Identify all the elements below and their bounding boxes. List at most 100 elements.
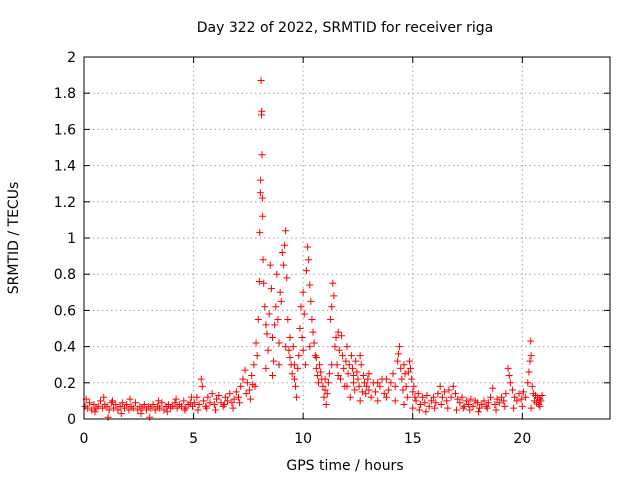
data-point (399, 386, 407, 394)
data-point (395, 350, 403, 358)
data-point (466, 406, 474, 414)
data-point (270, 357, 278, 365)
data-point (476, 404, 484, 412)
y-tick-label: 0.8 (54, 267, 76, 283)
data-point (358, 388, 366, 396)
data-point (232, 388, 240, 396)
data-point (524, 379, 532, 387)
data-point (536, 402, 544, 410)
data-point (493, 395, 501, 403)
data-point (239, 375, 247, 383)
data-point (432, 399, 440, 407)
data-point (348, 364, 356, 372)
data-point (193, 393, 201, 401)
data-point (298, 334, 306, 342)
data-point (505, 372, 513, 380)
chart-title: Day 322 of 2022, SRMTID for receiver rig… (197, 20, 494, 36)
data-point (537, 397, 545, 405)
data-point (538, 391, 546, 399)
data-point (256, 229, 264, 237)
data-point (522, 393, 530, 401)
data-point (389, 370, 397, 378)
y-tick-label: 1.8 (54, 86, 76, 102)
data-point (419, 393, 427, 401)
data-point (407, 364, 415, 372)
data-point (180, 397, 188, 405)
data-point (511, 393, 519, 401)
data-point (396, 343, 404, 351)
data-point (245, 386, 253, 394)
data-point (510, 404, 518, 412)
data-point (397, 364, 405, 372)
y-tick-label: 1.2 (54, 195, 76, 211)
data-point (351, 386, 359, 394)
data-point (140, 401, 148, 409)
data-point (147, 404, 155, 412)
data-point (310, 339, 318, 347)
data-point (253, 352, 261, 360)
data-point (103, 402, 111, 410)
y-tick-label: 1 (67, 231, 76, 247)
data-point (340, 364, 348, 372)
data-point (151, 406, 159, 414)
data-point (484, 399, 492, 407)
data-point (324, 379, 332, 387)
data-point (110, 404, 118, 412)
data-point (334, 372, 342, 380)
data-point (423, 391, 431, 399)
data-point (436, 382, 444, 390)
data-point (355, 382, 363, 390)
data-point (364, 375, 372, 383)
data-point (453, 406, 461, 414)
data-point (334, 328, 342, 336)
data-point (194, 406, 202, 414)
data-point (308, 315, 316, 323)
data-point (449, 382, 457, 390)
x-tick-label: 20 (513, 431, 531, 447)
data-point (354, 375, 362, 383)
data-point (414, 390, 422, 398)
data-point (291, 382, 299, 390)
data-point (255, 277, 263, 285)
data-point (221, 393, 229, 401)
data-point (430, 393, 438, 401)
data-point (220, 401, 228, 409)
data-point (284, 315, 292, 323)
data-point (309, 328, 317, 336)
data-point (224, 397, 232, 405)
data-point (295, 352, 303, 360)
data-point (527, 352, 535, 360)
data-point (273, 270, 281, 278)
data-point (149, 401, 157, 409)
data-point (343, 343, 351, 351)
plot-area-frame (83, 56, 611, 420)
data-point (228, 399, 236, 407)
data-point (317, 368, 325, 376)
data-point (242, 390, 250, 398)
data-point (99, 404, 107, 412)
data-point (300, 310, 308, 318)
data-point (230, 395, 238, 403)
data-point (365, 370, 373, 378)
y-axis-title: SRMTID / TECUs (6, 182, 22, 295)
data-point (276, 288, 284, 296)
data-point (443, 397, 451, 405)
data-point (281, 241, 289, 249)
data-point (500, 397, 508, 405)
data-point (311, 352, 319, 360)
data-point (155, 397, 163, 405)
data-point (357, 361, 365, 369)
data-point (504, 364, 512, 372)
data-point (259, 212, 267, 220)
data-point (146, 413, 154, 421)
data-point (229, 404, 237, 412)
data-point (142, 406, 150, 414)
data-point (306, 281, 314, 289)
data-point (527, 337, 535, 345)
data-point (409, 388, 417, 396)
data-point (261, 303, 269, 311)
data-point (316, 361, 324, 369)
data-point (425, 402, 433, 410)
data-point (262, 321, 270, 329)
data-point (265, 310, 273, 318)
